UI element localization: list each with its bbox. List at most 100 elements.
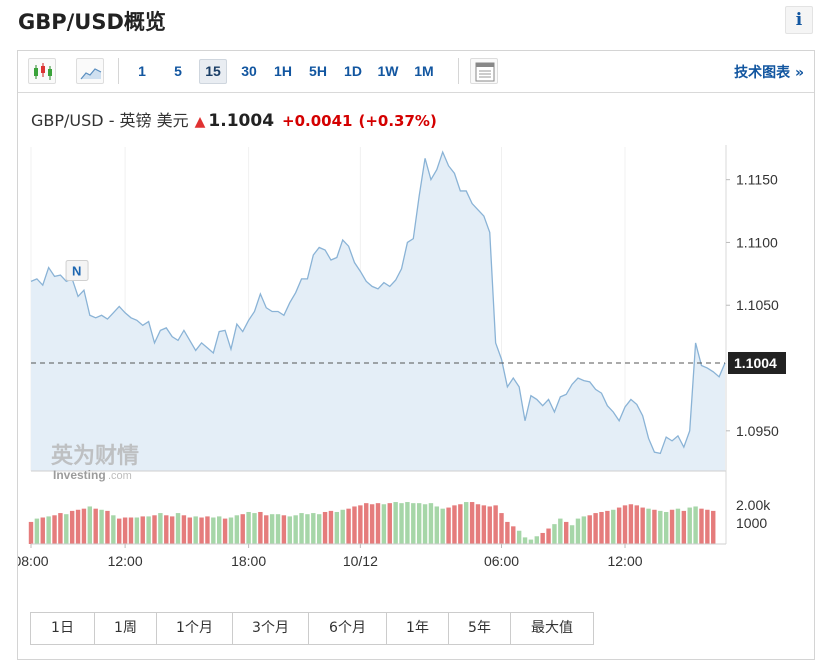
volume-bar [28,521,34,544]
volume-bar [328,510,334,545]
chart-toolbar: 1 5 15 30 1H 5H 1D 1W 1M 技术图表 » [18,51,814,93]
volume-bar [487,506,492,544]
area-chart-type-button[interactable] [76,58,104,84]
volume-bar [222,518,228,544]
volume-bar [646,508,651,544]
timeframe-5h[interactable]: 5H [309,63,327,79]
last-price: 1.1004 [208,111,275,131]
volume-bar [422,504,428,544]
volume-bar [269,514,275,544]
timeframe-1h[interactable]: 1H [274,63,292,79]
volume-bar [305,514,310,544]
volume-bar [564,521,569,544]
volume-bar [158,513,163,544]
timeframe-1d[interactable]: 1D [344,63,362,79]
volume-bar [334,511,340,544]
volume-bar [240,514,245,544]
layout-button[interactable] [470,58,498,84]
volume-bar [264,515,269,544]
news-marker [65,259,89,281]
volume-bar [605,510,610,545]
volume-bar [52,515,57,544]
volume-bar [599,511,604,544]
volume-bar [475,504,481,544]
x-tick-label: 12:00 [607,553,642,569]
range-max[interactable]: 最大值 [511,613,593,644]
volume-bar [111,515,116,544]
volume-bar [93,508,98,544]
candlestick-icon [34,63,52,80]
volume-bar [122,517,128,544]
area-chart-icon [80,68,102,80]
timeframe-15m[interactable]: 15 [199,59,227,84]
volume-bar [399,503,404,544]
x-tick-label: 10/12 [343,553,378,569]
price-chart[interactable]: 1.1150 1.1100 1.1050 1.0950 1.1004 N 英为财情Inves… [18,51,814,611]
volume-bar [46,516,51,544]
volume-bar [611,509,616,544]
volume-bar [352,506,357,544]
volume-bar [369,504,375,544]
volume-bar [693,506,698,544]
news-marker-label: N [72,263,81,278]
range-3m[interactable]: 3个月 [233,613,309,644]
volume-bar [669,509,675,544]
volume-bar [428,503,434,544]
quote-line: GBP/USD - 英镑 美元 ▲ 1.1004 +0.0041 (+0.37%) [31,107,437,131]
volume-bar [322,511,328,544]
volume-bar [175,513,181,544]
volume-bar [34,518,40,544]
x-tick-label: 12:00 [108,553,143,569]
volume-bar [234,515,240,544]
volume-bar [87,506,93,544]
volume-bar [75,509,81,544]
range-1y[interactable]: 1年 [387,613,449,644]
volume-bar [40,517,45,544]
timeframe-5m[interactable]: 5 [174,63,182,79]
range-1m[interactable]: 1个月 [157,613,233,644]
volume-bar [146,516,151,544]
volume-bar [593,513,598,544]
volume-bar [464,502,469,544]
range-1d[interactable]: 1日 [31,613,95,644]
x-tick-label: 08:00 [18,553,49,569]
volume-bar [375,503,381,544]
info-button[interactable]: i [785,6,813,34]
timeframe-1w[interactable]: 1W [377,63,399,79]
toolbar-separator [118,58,119,84]
volume-bar [505,521,510,544]
range-6m[interactable]: 6个月 [309,613,387,644]
volume-bar [275,514,281,544]
volume-bar [293,515,298,544]
volume-bar [516,530,522,544]
volume-bar [434,506,440,544]
volume-tick-label: 1000 [736,515,767,531]
volume-bar [511,526,516,544]
volume-bar [558,518,563,544]
volume-bar [540,532,545,544]
volume-bar [152,515,157,544]
price-line [30,150,726,455]
volume-bar [187,517,192,544]
volume-bar [134,517,140,544]
current-price-label-bg [728,352,786,374]
range-1w[interactable]: 1周 [95,613,157,644]
volume-bar [446,507,451,544]
range-5y[interactable]: 5年 [449,613,511,644]
timeframe-1mo[interactable]: 1M [414,63,434,79]
volume-bar [416,503,422,544]
watermark-logo-cn: 英为财情 [51,443,139,469]
technical-chart-link[interactable]: 技术图表 » [734,65,804,81]
timeframe-1m[interactable]: 1 [138,63,146,79]
candlestick-chart-type-button[interactable] [28,58,56,84]
timeframe-30m[interactable]: 30 [241,63,257,79]
volume-bar [499,513,504,544]
volume-bar [534,536,539,544]
volume-bar [105,510,110,545]
volume-bar [287,516,292,544]
y-tick-label: 1.0950 [736,423,779,439]
volume-bar [634,505,639,544]
volume-bar [652,509,657,544]
volume-bar [316,514,322,544]
volume-bar [211,517,216,544]
